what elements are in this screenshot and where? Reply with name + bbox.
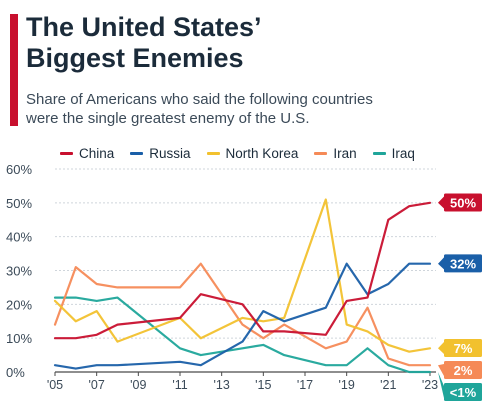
end-label-box [444, 361, 482, 379]
legend-item-iran: Iran [314, 145, 357, 161]
series-line-north-korea [53, 198, 432, 353]
series-line-china [53, 201, 432, 340]
y-tick-label: 10% [6, 331, 32, 346]
x-tick-label: '23 [422, 378, 438, 392]
chart-subtitle: Share of Americans who said the followin… [26, 90, 476, 128]
end-value-label: 2% [454, 363, 473, 378]
chart-title: The United States’ Biggest Enemies [26, 12, 476, 74]
chart-legend: China Russia North Korea Iran Iraq [60, 144, 415, 162]
end-value-label: 50% [450, 196, 476, 211]
legend-swatch [372, 151, 386, 155]
legend-item-north-korea: North Korea [206, 145, 299, 161]
legend-item-china: China [60, 146, 114, 161]
y-tick-label: 0% [6, 365, 25, 380]
legend-swatch [314, 151, 328, 155]
legend-label: China [79, 145, 115, 161]
legend-label: North Korea [225, 145, 299, 161]
end-label-box [444, 383, 482, 401]
end-label-box [444, 339, 482, 357]
end-label-box [444, 254, 482, 273]
end-label-pointer [438, 372, 444, 398]
line-chart: 0% 10% 20% 30% 40% 50% 60% '05 '07 '09 '11 '13 '15 '1… [6, 162, 482, 401]
legend-item-iraq: Iraq [372, 145, 415, 161]
x-tick-label: '09 [130, 378, 146, 392]
x-tick-label: '21 [380, 378, 396, 392]
accent-bar [10, 14, 18, 126]
legend-label: Russia [149, 145, 191, 161]
y-tick-label: 20% [6, 297, 32, 312]
legend-swatch [130, 151, 144, 155]
x-tick-label: '13 [214, 378, 230, 392]
x-tick-label: '19 [339, 378, 355, 392]
subtitle-line: Share of Americans who said the followin… [26, 91, 373, 108]
end-label-box [444, 193, 482, 212]
x-tick-label: '11 [172, 378, 187, 392]
series-line-iran [53, 262, 432, 367]
title-line: The United States’ [26, 12, 262, 42]
y-tick-label: 50% [6, 196, 32, 211]
legend-swatch [206, 151, 220, 155]
y-tick-label: 40% [6, 230, 32, 245]
end-label-pointer [438, 342, 444, 354]
y-tick-label: 30% [6, 264, 32, 279]
legend-label: Iraq [391, 145, 415, 161]
y-tick-label: 60% [6, 162, 32, 177]
series-line-russia [53, 262, 432, 370]
end-label-pointer [438, 257, 444, 270]
series-line-iraq [53, 296, 432, 374]
x-tick-label: '05 [47, 378, 63, 392]
end-value-label: <1% [450, 385, 477, 400]
x-tick-label: '17 [297, 378, 313, 392]
title-line: Biggest Enemies [26, 43, 244, 73]
x-tick-label: '07 [89, 378, 105, 392]
end-label-pointer [438, 196, 444, 209]
legend-label: Iran [333, 145, 357, 161]
x-tick-label: '15 [255, 378, 271, 392]
legend-item-russia: Russia [130, 145, 191, 161]
end-value-label: 32% [450, 256, 476, 271]
subtitle-line: were the single greatest enemy of the U.… [26, 110, 310, 127]
end-label-pointer [438, 364, 444, 376]
legend-swatch [60, 151, 73, 155]
end-value-label: 7% [454, 341, 473, 356]
